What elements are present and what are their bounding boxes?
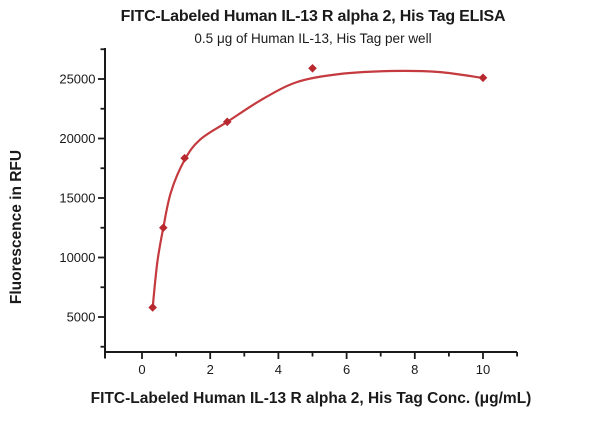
data-point-marker bbox=[222, 117, 232, 127]
data-point-marker bbox=[308, 63, 317, 73]
x-tick-label: 8 bbox=[411, 362, 418, 377]
x-tick-label: 10 bbox=[476, 362, 490, 377]
x-tick-label: 4 bbox=[275, 362, 282, 377]
y-tick-label: 10000 bbox=[59, 250, 95, 265]
fit-curve bbox=[151, 69, 485, 309]
axis-ticks bbox=[98, 48, 518, 359]
y-tick-label: 15000 bbox=[59, 191, 95, 206]
data-point-marker bbox=[180, 153, 189, 163]
x-tick-labels: 0 2 4 6 8 10 bbox=[138, 362, 490, 377]
y-tick-label: 25000 bbox=[59, 72, 95, 87]
y-tick-label: 5000 bbox=[67, 310, 96, 325]
data-point-marker bbox=[159, 223, 168, 233]
y-tick-label: 20000 bbox=[59, 131, 95, 146]
chart-subtitle: 0.5 μg of Human IL-13, His Tag per well bbox=[194, 31, 432, 46]
chart-title: FITC-Labeled Human IL-13 R alpha 2, His … bbox=[120, 8, 506, 25]
y-tick-labels: 5000 10000 15000 20000 25000 bbox=[59, 72, 95, 325]
x-tick-label: 0 bbox=[138, 362, 145, 377]
data-points bbox=[148, 63, 488, 312]
x-tick-label: 6 bbox=[343, 362, 350, 377]
x-axis-title: FITC-Labeled Human IL-13 R alpha 2, His … bbox=[90, 390, 532, 407]
x-tick-label: 2 bbox=[207, 362, 214, 377]
data-point-marker bbox=[478, 73, 488, 83]
axes bbox=[104, 48, 517, 359]
data-point-marker bbox=[148, 303, 157, 312]
